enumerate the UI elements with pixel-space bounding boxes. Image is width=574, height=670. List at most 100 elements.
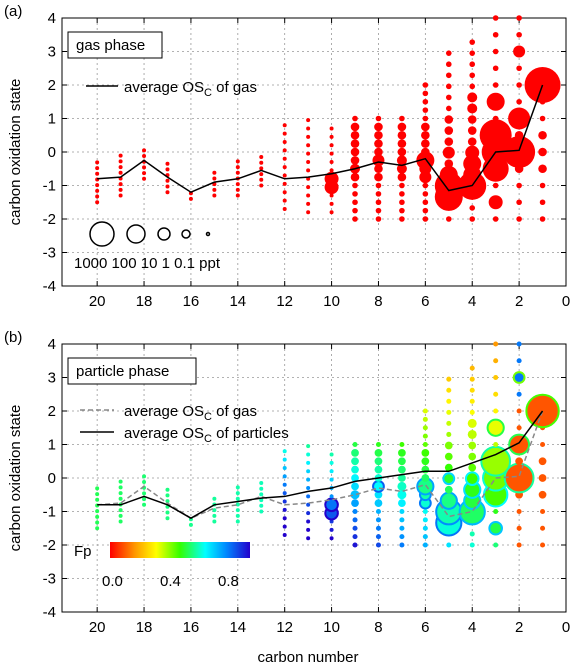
gas-marker	[306, 210, 311, 215]
particle-marker	[352, 517, 358, 523]
gas-marker	[492, 115, 499, 122]
gas-marker	[469, 205, 476, 211]
particle-marker	[282, 457, 287, 462]
gas-marker	[421, 139, 430, 148]
legend-box	[67, 31, 163, 59]
y-tick-label: -4	[43, 278, 56, 295]
gas-marker	[442, 146, 455, 159]
gas-marker	[306, 193, 311, 198]
legend-gas-text: average OS	[124, 403, 204, 420]
particle-marker	[444, 452, 453, 461]
y-tick-label: -4	[43, 604, 56, 621]
gas-marker	[165, 184, 170, 189]
particle-marker	[306, 469, 311, 474]
x-tick-label: 8	[374, 619, 382, 636]
gas-marker	[118, 153, 123, 158]
gas-marker	[306, 134, 311, 139]
x-tick-label: 18	[136, 293, 153, 310]
particle-marker	[329, 477, 334, 482]
gas-marker	[421, 147, 430, 157]
gas-marker	[375, 216, 382, 222]
y-tick-label: 2	[48, 77, 56, 94]
particle-marker	[516, 425, 522, 431]
particle-marker	[259, 509, 264, 514]
gas-marker	[329, 126, 334, 131]
gas-marker	[212, 193, 217, 198]
particle-marker	[118, 508, 123, 513]
particle-marker	[95, 486, 100, 491]
particle-marker	[118, 479, 123, 484]
gas-marker	[422, 182, 429, 189]
gas-marker	[445, 105, 452, 112]
particle-marker	[422, 525, 428, 531]
particle-marker	[282, 524, 287, 529]
particle-marker	[399, 525, 405, 531]
particle-marker	[142, 502, 147, 507]
y-tick-label: 3	[48, 44, 56, 61]
particle-marker	[352, 534, 358, 540]
particle-marker	[374, 499, 383, 507]
y-tick-label: -1	[43, 504, 56, 521]
particle-marker	[352, 542, 358, 548]
gas-marker	[235, 165, 240, 170]
gas-marker	[259, 172, 264, 177]
gas-marker	[444, 126, 454, 135]
particle-marker	[516, 391, 522, 397]
particle-marker	[493, 391, 499, 397]
particle-marker	[398, 474, 406, 482]
y-tick-label: 0	[48, 470, 56, 487]
particle-marker	[374, 465, 383, 474]
gas-marker	[444, 115, 454, 124]
legend-gas-label: average OSC of gas	[124, 403, 257, 423]
gas-marker	[142, 148, 147, 153]
particle-marker	[516, 542, 522, 548]
particle-marker	[142, 491, 147, 496]
gas-marker	[329, 193, 334, 198]
gas-marker	[479, 119, 512, 152]
gas-marker	[444, 137, 454, 146]
gas-marker	[375, 199, 382, 206]
gas-marker	[350, 156, 360, 165]
gas-marker	[399, 182, 405, 189]
gas-marker	[538, 130, 547, 140]
gas-marker	[118, 187, 123, 192]
gas-marker	[306, 143, 311, 148]
particle-marker	[351, 482, 359, 491]
gas-marker	[259, 183, 264, 188]
gas-marker	[397, 130, 407, 140]
gas-marker	[445, 61, 452, 68]
gas-marker	[445, 83, 452, 90]
particle-marker	[503, 462, 535, 494]
particle-marker	[375, 525, 381, 531]
particle-marker	[468, 463, 477, 472]
gas-marker	[469, 50, 476, 56]
legend-box	[67, 357, 197, 385]
gas-marker	[212, 176, 217, 181]
particle-marker	[446, 420, 452, 426]
particle-marker	[493, 374, 499, 381]
gas-marker	[463, 154, 482, 173]
gas-marker	[350, 122, 360, 132]
gas-marker	[95, 183, 100, 188]
particle-marker	[375, 508, 381, 515]
gas-marker	[352, 182, 358, 189]
particle-marker	[516, 358, 522, 364]
particle-marker	[375, 542, 381, 548]
particle-marker	[398, 449, 406, 457]
particle-marker	[212, 519, 217, 524]
gas-marker	[469, 216, 476, 222]
gas-marker	[492, 15, 499, 21]
legend-particle-sub: C	[204, 433, 212, 445]
gas-marker	[516, 216, 522, 222]
gas-marker	[306, 185, 311, 190]
legend-box-label: gas phase	[76, 37, 145, 54]
gas-marker	[282, 156, 287, 161]
particle-marker	[259, 492, 264, 497]
particle-marker	[306, 477, 311, 482]
gas-marker	[118, 170, 123, 175]
particle-marker	[95, 514, 100, 519]
particle-marker	[468, 441, 477, 450]
particle-marker	[538, 474, 547, 482]
gas-marker	[142, 154, 147, 159]
gas-marker	[516, 65, 522, 72]
